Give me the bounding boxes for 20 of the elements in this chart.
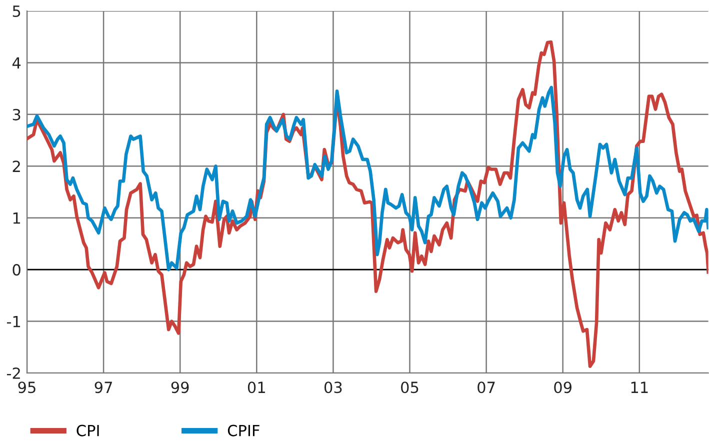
y-tick-label: 0: [12, 264, 20, 276]
x-tick-label: 99: [171, 382, 189, 394]
y-tick-label: -2: [6, 367, 20, 379]
x-tick-label: 95: [18, 382, 36, 394]
y-tick-label: 1: [13, 212, 20, 224]
x-tick-label: 01: [248, 382, 265, 394]
x-tick-label: 05: [401, 382, 418, 394]
y-tick-label: -1: [6, 316, 20, 328]
y-tick-label: 5: [12, 6, 20, 18]
x-tick-label: 11: [631, 382, 648, 393]
y-tick-label: 4: [12, 57, 21, 69]
x-tick-label: 09: [554, 382, 572, 394]
y-tick-label: 3: [12, 108, 20, 120]
x-tick-label: 03: [324, 382, 342, 394]
y-tick-label: 2: [12, 160, 20, 172]
legend-label: CPIF: [228, 424, 260, 436]
line-series: [27, 86, 708, 272]
legend-label: CPI: [76, 424, 99, 436]
x-tick-label: 07: [478, 382, 495, 394]
x-tick-label: 97: [94, 382, 112, 394]
